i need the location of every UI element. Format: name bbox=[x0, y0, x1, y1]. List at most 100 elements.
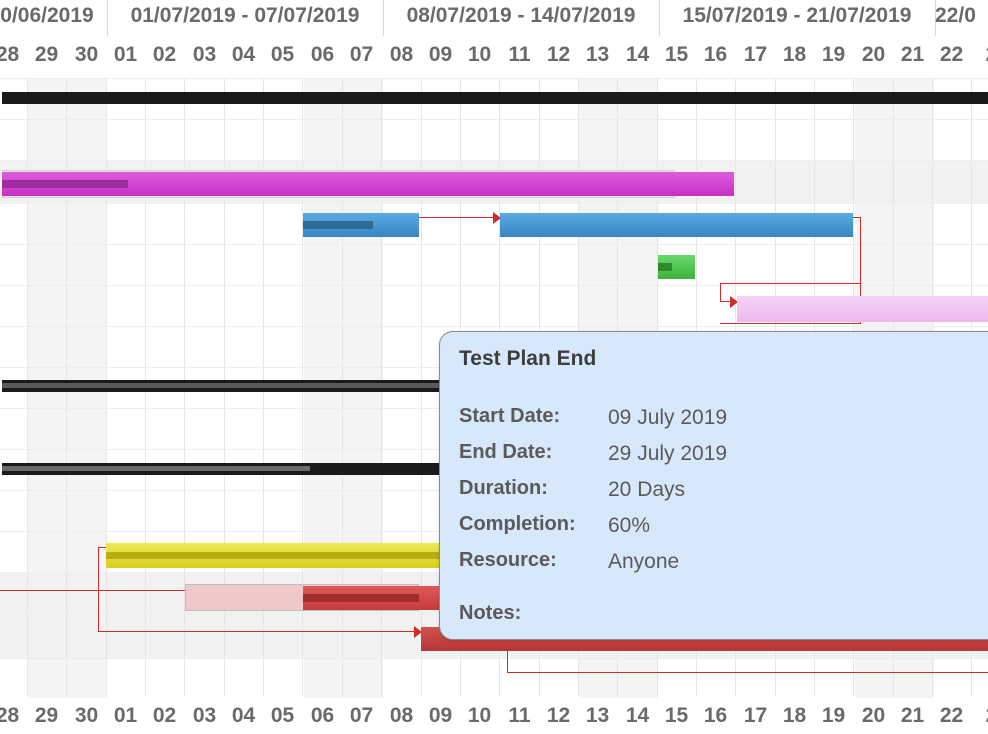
summary-bar-top[interactable] bbox=[2, 92, 988, 104]
day-label: 02 bbox=[152, 704, 177, 727]
task-progress bbox=[106, 552, 446, 559]
day-label: 06 bbox=[310, 43, 335, 66]
task-tooltip: Test Plan End Start Date: 09 July 2019 E… bbox=[439, 331, 988, 640]
day-label: 03 bbox=[192, 704, 217, 727]
task-progress bbox=[303, 594, 419, 602]
week-separator bbox=[935, 0, 936, 36]
task-bar-blue-a[interactable] bbox=[303, 213, 419, 237]
day-label: 11 bbox=[508, 43, 531, 66]
day-label: 10 bbox=[467, 43, 492, 66]
day-label: 05 bbox=[270, 704, 295, 727]
day-label: 09 bbox=[428, 43, 453, 66]
dependency-line bbox=[720, 283, 861, 284]
day-label: 16 bbox=[703, 43, 728, 66]
day-label: 12 bbox=[546, 704, 571, 727]
dependency-line bbox=[853, 217, 861, 218]
grid-line bbox=[263, 36, 264, 696]
grid-line bbox=[342, 36, 343, 696]
day-label: 07 bbox=[349, 704, 374, 727]
day-label: 13 bbox=[585, 43, 610, 66]
row-line bbox=[0, 160, 988, 161]
day-label: 21 bbox=[900, 43, 925, 66]
day-label: 18 bbox=[782, 43, 807, 66]
grid-line bbox=[66, 36, 67, 696]
day-label: 30 bbox=[74, 43, 99, 66]
tooltip-title: Test Plan End bbox=[459, 347, 597, 370]
dependency-line bbox=[507, 672, 988, 673]
day-label: 14 bbox=[625, 704, 650, 727]
row-line bbox=[0, 78, 988, 79]
day-label: 19 bbox=[821, 43, 846, 66]
day-label: 2 bbox=[972, 701, 988, 731]
notes-label: Notes: bbox=[459, 602, 522, 624]
day-label: 03 bbox=[192, 43, 217, 66]
task-bar-red-a[interactable] bbox=[303, 586, 443, 610]
day-label: 01 bbox=[113, 704, 138, 727]
dependency-line bbox=[98, 631, 416, 632]
resource-value: Anyone bbox=[608, 550, 680, 573]
day-label: 17 bbox=[743, 43, 768, 66]
grid-line bbox=[106, 36, 107, 696]
day-label: 11 bbox=[508, 704, 531, 727]
summary-progress bbox=[2, 383, 442, 388]
day-label: 12 bbox=[546, 43, 571, 66]
day-label: 10 bbox=[467, 704, 492, 727]
duration-value: 20 Days bbox=[608, 478, 686, 501]
task-bar-green[interactable] bbox=[658, 255, 695, 279]
end-date-value: 29 July 2019 bbox=[608, 442, 728, 465]
day-label: 05 bbox=[270, 43, 295, 66]
day-label: 22 bbox=[939, 704, 964, 727]
timeline-header-top: 0/06/2019 01/07/2019 - 07/07/2019 08/07/… bbox=[0, 0, 988, 78]
day-label: 15 bbox=[664, 43, 689, 66]
start-date-label: Start Date: bbox=[459, 405, 561, 427]
day-label: 04 bbox=[231, 43, 256, 66]
week-label: 01/07/2019 - 07/07/2019 bbox=[130, 4, 360, 27]
day-label: 15 bbox=[664, 704, 689, 727]
dependency-line bbox=[720, 283, 721, 302]
dependency-line bbox=[720, 323, 861, 324]
resource-label: Resource: bbox=[459, 549, 557, 571]
day-label: 21 bbox=[900, 704, 925, 727]
start-date-value: 09 July 2019 bbox=[608, 406, 728, 429]
dependency-line bbox=[98, 547, 107, 548]
task-bar-pink[interactable] bbox=[737, 296, 988, 322]
day-label: 09 bbox=[428, 704, 453, 727]
week-separator bbox=[107, 0, 108, 36]
dependency-line bbox=[98, 547, 99, 632]
day-label: 20 bbox=[861, 43, 886, 66]
day-label: 22 bbox=[939, 43, 964, 66]
end-date-label: End Date: bbox=[459, 441, 553, 463]
day-label: 2 bbox=[972, 40, 988, 70]
day-label: 08 bbox=[389, 43, 414, 66]
grid-line bbox=[184, 36, 185, 696]
day-label: 04 bbox=[231, 704, 256, 727]
task-progress bbox=[303, 221, 373, 229]
day-label: 07 bbox=[349, 43, 374, 66]
timeline-header-bottom: 28 29 30 01 02 03 04 05 06 07 08 09 10 11 12 13 14 15 16 17… bbox=[0, 698, 988, 734]
day-label: 20 bbox=[861, 704, 886, 727]
week-separator bbox=[383, 0, 384, 36]
day-label: 14 bbox=[625, 43, 650, 66]
task-bar-yellow[interactable] bbox=[106, 543, 446, 568]
task-bar-blue-b[interactable] bbox=[500, 213, 853, 237]
dependency-arrow bbox=[730, 296, 738, 308]
row-line bbox=[0, 658, 988, 659]
day-label: 17 bbox=[743, 704, 768, 727]
row-line bbox=[0, 203, 988, 204]
dependency-line bbox=[720, 301, 732, 302]
row-line bbox=[0, 244, 988, 245]
completion-value: 60% bbox=[608, 514, 651, 537]
day-label: 29 bbox=[34, 43, 59, 66]
day-label: 18 bbox=[782, 704, 807, 727]
week-label: 08/07/2019 - 14/07/2019 bbox=[406, 4, 636, 27]
day-label: 19 bbox=[821, 704, 846, 727]
summary-progress bbox=[2, 466, 310, 471]
day-label: 30 bbox=[74, 704, 99, 727]
day-label: 16 bbox=[703, 704, 728, 727]
week-separator bbox=[659, 0, 660, 36]
task-bar-magenta[interactable] bbox=[2, 172, 734, 196]
grid-line bbox=[421, 36, 422, 696]
day-label: 28 bbox=[0, 704, 20, 727]
day-label: 01 bbox=[113, 43, 138, 66]
